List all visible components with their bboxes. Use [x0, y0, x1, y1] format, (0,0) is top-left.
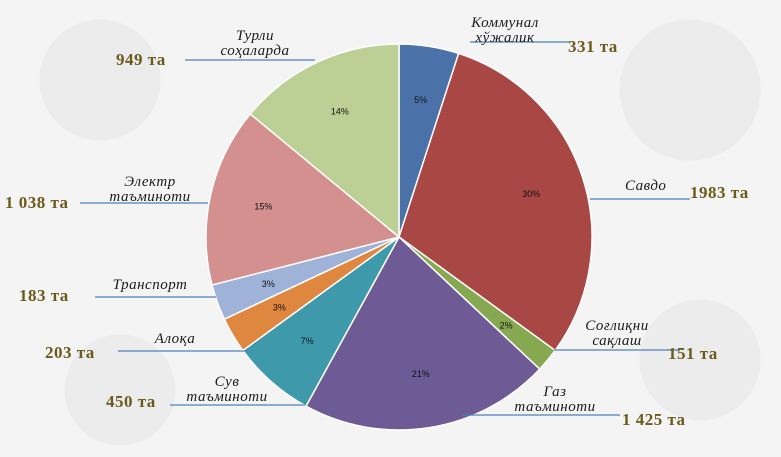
category-label: Транспорт	[113, 277, 188, 293]
percent-label: 15%	[254, 202, 272, 212]
count-label: 1 038 та	[5, 193, 69, 212]
category-label: Савдо	[625, 178, 666, 194]
percent-labels: 5% 30% 2% 21% 7% 3% 3% 15% 14%	[254, 95, 540, 379]
percent-label: 7%	[301, 336, 314, 346]
pie-slice	[205, 112, 401, 286]
percent-label: 3%	[262, 279, 275, 289]
count-label: 1 425 та	[622, 410, 686, 429]
count-label: 331 та	[568, 37, 618, 56]
percent-label: 21%	[412, 369, 430, 379]
category-label: Коммунал хўжалик	[470, 15, 539, 46]
percent-label: 14%	[331, 106, 349, 116]
pie-slices	[205, 43, 593, 431]
count-label: 1983 та	[690, 183, 749, 202]
category-labels: Коммунал хўжалик 331 та Савдо 1983 та Соғлиқн…	[5, 15, 749, 429]
percent-label: 2%	[500, 321, 513, 331]
leader-lines	[80, 41, 690, 416]
pie-slice	[305, 235, 541, 431]
pie-slice	[249, 43, 400, 239]
category-label: Сув таъминоти	[186, 374, 267, 405]
percent-label: 3%	[273, 303, 286, 313]
percent-label: 5%	[414, 95, 427, 105]
percent-label: 30%	[522, 189, 540, 199]
count-label: 450 та	[106, 392, 156, 411]
count-label: 151 та	[668, 344, 718, 363]
category-label: Электр таъминоти	[109, 174, 190, 205]
category-label: Газ таъминоти	[514, 384, 595, 415]
pie-slice	[398, 52, 593, 352]
category-label: Турли соҳаларда	[220, 28, 289, 59]
category-label: Алоқа	[154, 331, 195, 347]
category-label: Соғлиқни сақлаш	[585, 318, 648, 349]
count-label: 949 та	[116, 50, 166, 69]
count-label: 183 та	[19, 286, 69, 305]
count-label: 203 та	[45, 343, 95, 362]
